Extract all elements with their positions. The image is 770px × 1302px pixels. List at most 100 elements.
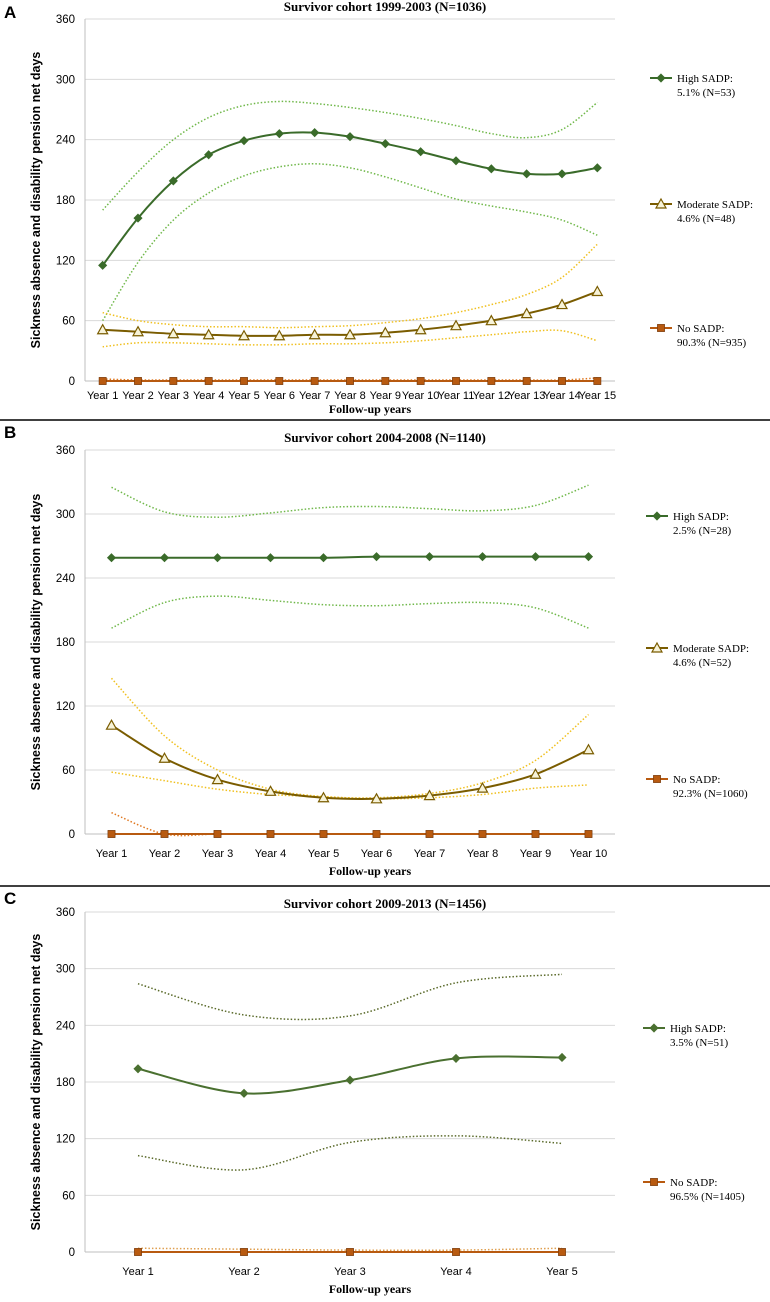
data-point — [372, 830, 381, 838]
y-axis-label: Sickness absence and disability pension … — [29, 494, 43, 791]
x-tick-label: Year 3 — [202, 848, 233, 860]
legend-label: No SADP: — [670, 1177, 717, 1189]
data-point — [380, 139, 390, 149]
x-tick-label: Year 5 — [308, 848, 339, 860]
x-tick-label: Year 9 — [520, 848, 551, 860]
data-point — [592, 163, 602, 173]
data-point — [275, 377, 284, 385]
data-point — [169, 377, 178, 385]
legend-label: High SADP: — [673, 511, 729, 523]
data-point — [370, 792, 383, 804]
data-point — [211, 773, 224, 785]
x-tick-label: Year 5 — [228, 390, 259, 402]
data-point — [202, 328, 215, 340]
legend-marker — [650, 1178, 658, 1186]
data-point — [345, 132, 355, 142]
x-axis-label: Follow-up years — [329, 1282, 412, 1296]
x-tick-label: Year 4 — [193, 390, 224, 402]
y-tick-label: 120 — [56, 255, 75, 267]
data-point — [345, 1075, 355, 1085]
ci-upper-line — [111, 811, 589, 837]
x-axis-label: Follow-up years — [329, 402, 412, 416]
data-point — [160, 830, 169, 838]
data-point — [478, 830, 487, 838]
x-tick-label: Year 10 — [402, 390, 440, 402]
x-tick-label: Year 6 — [264, 390, 295, 402]
legend-stat: 4.6% (N=48) — [677, 213, 735, 225]
y-tick-label: 60 — [62, 765, 75, 777]
data-point — [310, 377, 319, 385]
data-point — [451, 1053, 461, 1063]
ci-upper-line — [102, 100, 598, 211]
data-point — [477, 552, 488, 562]
data-point — [530, 552, 541, 562]
data-point — [593, 377, 602, 385]
data-point — [555, 298, 569, 310]
ci-lower-line — [111, 595, 589, 629]
series-line — [111, 555, 589, 559]
data-point — [167, 327, 180, 339]
data-point — [212, 553, 223, 563]
y-tick-label: 0 — [69, 829, 75, 841]
data-point — [486, 164, 496, 174]
series-no-sadp — [134, 1247, 566, 1256]
y-tick-label: 300 — [56, 74, 75, 86]
ci-lower-line — [137, 1135, 563, 1171]
data-point — [310, 128, 320, 138]
legend-item: High SADP: 2.5% (N=28) — [646, 511, 731, 537]
ci-upper-line — [102, 377, 598, 381]
data-point — [371, 552, 382, 562]
data-point — [98, 377, 107, 385]
ci-upper-line — [110, 677, 589, 799]
data-point — [583, 552, 594, 562]
panel-letter: A — [4, 3, 16, 22]
x-tick-label: Year 4 — [255, 848, 286, 860]
data-point — [158, 752, 171, 763]
x-tick-label: Year 1 — [87, 390, 118, 402]
series-moderate-sadp — [105, 677, 595, 804]
series-line — [137, 1055, 563, 1095]
legend-stat: 96.5% (N=1405) — [670, 1191, 745, 1203]
data-point — [105, 718, 118, 730]
data-point — [451, 156, 461, 166]
ci-lower-line — [102, 163, 598, 322]
data-point — [582, 743, 595, 755]
data-point — [318, 553, 329, 563]
x-tick-label: Year 11 — [438, 390, 475, 402]
x-tick-label: Year 6 — [361, 848, 392, 860]
data-point — [213, 830, 222, 838]
data-point — [557, 169, 567, 179]
panel-letter: C — [4, 889, 16, 908]
data-point — [485, 314, 498, 326]
legend-item: Moderate SADP: 4.6% (N=48) — [650, 197, 753, 225]
legend-marker — [653, 775, 661, 783]
data-point — [531, 830, 540, 838]
data-point — [346, 1248, 354, 1256]
legend-item: High SADP: 5.1% (N=53) — [650, 73, 735, 99]
series-no-sadp — [107, 811, 593, 838]
y-tick-label: 240 — [56, 1020, 75, 1032]
data-point — [204, 377, 213, 385]
legend-item: Moderate SADP: 4.6% (N=52) — [646, 641, 749, 669]
data-point — [416, 147, 426, 157]
legend-label: High SADP: — [677, 73, 733, 85]
data-point — [264, 785, 277, 796]
legend-label: High SADP: — [670, 1023, 726, 1035]
ci-upper-line — [137, 973, 563, 1021]
y-tick-label: 180 — [56, 1077, 75, 1089]
data-point — [558, 377, 566, 385]
x-tick-label: Year 13 — [508, 390, 546, 402]
data-point — [107, 830, 116, 838]
x-tick-label: Year 1 — [96, 848, 127, 860]
data-point — [529, 768, 542, 779]
legend-stat: 4.6% (N=52) — [673, 657, 731, 669]
x-axis-label: Follow-up years — [329, 864, 412, 878]
legend-marker — [656, 73, 666, 83]
y-tick-label: 0 — [69, 376, 75, 388]
x-tick-label: Year 4 — [440, 1266, 471, 1278]
data-point — [317, 791, 330, 803]
series-line — [110, 724, 589, 800]
data-point — [584, 830, 593, 838]
legend-marker — [657, 324, 665, 332]
series-high-sadp — [98, 100, 602, 322]
